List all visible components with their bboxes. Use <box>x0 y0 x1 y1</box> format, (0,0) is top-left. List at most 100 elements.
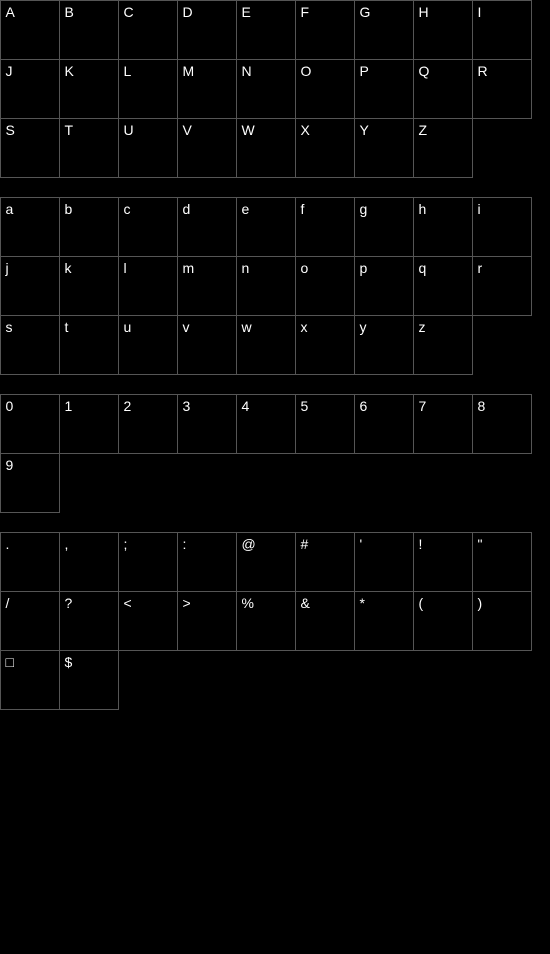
glyph-label: & <box>301 595 310 611</box>
glyph-cell: k <box>59 256 119 316</box>
glyph-cell: T <box>59 118 119 178</box>
glyph-cell: < <box>118 591 178 651</box>
glyph-label: I <box>478 4 482 20</box>
glyph-cell: j <box>0 256 60 316</box>
glyph-cell: " <box>472 532 532 592</box>
glyph-label: " <box>478 536 483 552</box>
glyph-label: r <box>478 260 483 276</box>
glyph-label: 8 <box>478 398 486 414</box>
glyph-cell: X <box>295 118 355 178</box>
glyph-label: A <box>6 4 15 20</box>
glyph-label: m <box>183 260 195 276</box>
glyph-cell: a <box>0 197 60 257</box>
glyph-cell: E <box>236 0 296 60</box>
glyph-cell: P <box>354 59 414 119</box>
glyph-cell: 5 <box>295 394 355 454</box>
glyph-label: s <box>6 319 13 335</box>
glyph-cell: 8 <box>472 394 532 454</box>
glyph-cell: m <box>177 256 237 316</box>
glyph-cell: s <box>0 315 60 375</box>
glyph-cell: S <box>0 118 60 178</box>
glyph-label: # <box>301 536 309 552</box>
glyph-cell: z <box>413 315 473 375</box>
glyph-label: D <box>183 4 193 20</box>
glyph-label: b <box>65 201 73 217</box>
glyph-cell: Y <box>354 118 414 178</box>
glyph-cell: Z <box>413 118 473 178</box>
glyph-cell: c <box>118 197 178 257</box>
glyph-label: K <box>65 63 74 79</box>
glyph-label: z <box>419 319 426 335</box>
glyph-label: J <box>6 63 13 79</box>
glyph-cell: . <box>0 532 60 592</box>
glyph-label: W <box>242 122 255 138</box>
glyph-label: / <box>6 595 10 611</box>
glyph-label: g <box>360 201 368 217</box>
glyph-label: % <box>242 595 254 611</box>
glyph-label: : <box>183 536 187 552</box>
glyph-label: e <box>242 201 250 217</box>
glyph-label: x <box>301 319 308 335</box>
glyph-cell: 3 <box>177 394 237 454</box>
glyph-label: ' <box>360 536 363 552</box>
glyph-cell: x <box>295 315 355 375</box>
glyph-label: E <box>242 4 251 20</box>
section-digits: 0123456789 <box>0 394 550 512</box>
glyph-label: $ <box>65 654 73 670</box>
glyph-label: , <box>65 536 69 552</box>
glyph-cell: % <box>236 591 296 651</box>
glyph-cell: p <box>354 256 414 316</box>
glyph-cell: L <box>118 59 178 119</box>
glyph-label: ( <box>419 595 424 611</box>
glyph-label: H <box>419 4 429 20</box>
glyph-label: d <box>183 201 191 217</box>
glyph-cell: N <box>236 59 296 119</box>
glyph-label: 4 <box>242 398 250 414</box>
glyph-cell: □ <box>0 650 60 710</box>
glyph-cell: H <box>413 0 473 60</box>
glyph-label: 7 <box>419 398 427 414</box>
glyph-cell: 7 <box>413 394 473 454</box>
glyph-label: 5 <box>301 398 309 414</box>
section-uppercase: ABCDEFGHIJKLMNOPQRSTUVWXYZ <box>0 0 550 177</box>
glyph-label: B <box>65 4 74 20</box>
glyph-label: C <box>124 4 134 20</box>
glyph-cell: 0 <box>0 394 60 454</box>
glyph-label: Z <box>419 122 428 138</box>
glyph-cell: ( <box>413 591 473 651</box>
glyph-label: O <box>301 63 312 79</box>
glyph-label: P <box>360 63 369 79</box>
glyph-label: w <box>242 319 252 335</box>
glyph-label: q <box>419 260 427 276</box>
glyph-label: U <box>124 122 134 138</box>
glyph-label: 9 <box>6 457 14 473</box>
glyph-cell: : <box>177 532 237 592</box>
section-lowercase: abcdefghijklmnopqrstuvwxyz <box>0 197 550 374</box>
glyph-cell: @ <box>236 532 296 592</box>
glyph-cell: O <box>295 59 355 119</box>
glyph-cell: b <box>59 197 119 257</box>
glyph-label: a <box>6 201 14 217</box>
glyph-cell: v <box>177 315 237 375</box>
glyph-label: v <box>183 319 190 335</box>
glyph-cell: A <box>0 0 60 60</box>
glyph-label: y <box>360 319 367 335</box>
glyph-label: G <box>360 4 371 20</box>
glyph-cell: q <box>413 256 473 316</box>
glyph-label: . <box>6 536 10 552</box>
glyph-label: ! <box>419 536 423 552</box>
glyph-label: ; <box>124 536 128 552</box>
glyph-cell: $ <box>59 650 119 710</box>
glyph-cell: f <box>295 197 355 257</box>
glyph-cell: F <box>295 0 355 60</box>
section-symbols: .,;:@#'!"/?<>%&*()□$ <box>0 532 550 709</box>
glyph-cell: l <box>118 256 178 316</box>
glyph-cell: 1 <box>59 394 119 454</box>
glyph-cell: 9 <box>0 453 60 513</box>
glyph-cell: d <box>177 197 237 257</box>
glyph-cell: & <box>295 591 355 651</box>
glyph-label: t <box>65 319 69 335</box>
glyph-label: ) <box>478 595 483 611</box>
glyph-label: Y <box>360 122 369 138</box>
glyph-cell: > <box>177 591 237 651</box>
